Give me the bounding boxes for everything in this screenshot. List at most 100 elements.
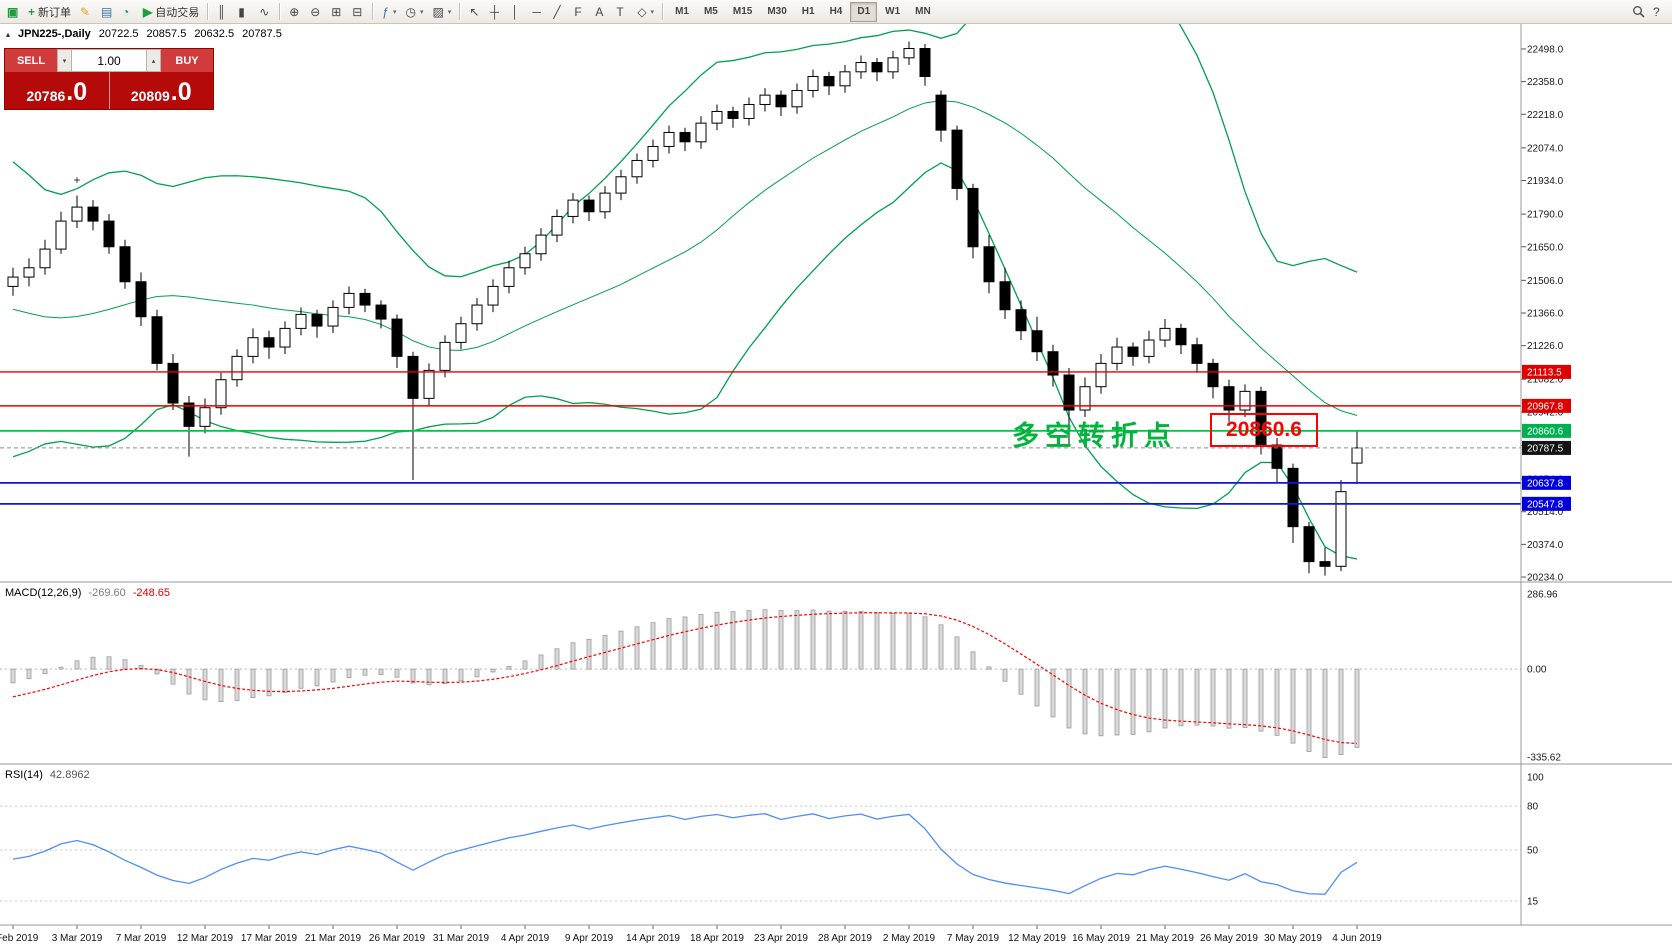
trendline-button[interactable]: ╱: [549, 2, 569, 22]
price-ann-box[interactable]: 20860.6: [1210, 413, 1318, 447]
time-axis-label: 6 Feb 2019: [0, 933, 39, 944]
toolbar-separator: [372, 3, 375, 20]
timeframe-m5-button[interactable]: M5: [697, 2, 725, 22]
candle-body: [1239, 390, 1251, 411]
candle-body: [935, 94, 947, 131]
buy-price[interactable]: 20809.0: [108, 72, 214, 109]
timeframe-m15-button[interactable]: M15: [726, 2, 759, 22]
collapse-icon[interactable]: ▴: [6, 29, 11, 39]
macd-histogram-bar: [106, 656, 112, 670]
time-axis-label: 12 May 2019: [1008, 933, 1066, 944]
price-axis[interactable]: 22498.0 22358.0 22218.0 22074.0 21934.0 21790…: [1521, 44, 1571, 908]
buy-button[interactable]: BUY: [161, 49, 213, 72]
candle-body: [999, 281, 1011, 311]
candle-body: [647, 145, 659, 161]
timeframe-m30-button[interactable]: M30: [760, 2, 793, 22]
help-button[interactable]: ?: [1649, 2, 1669, 22]
timeframe-mn-button[interactable]: MN: [908, 2, 938, 22]
zoom-in-button[interactable]: ⊕: [285, 2, 305, 22]
shapes-icon: ◇: [637, 4, 647, 19]
macd-histogram-bar: [1098, 668, 1104, 737]
main-price-pane: +: [0, 0, 1521, 576]
macd-histogram-bar: [330, 668, 336, 683]
cursor-button[interactable]: ↖: [465, 2, 485, 22]
macd-histogram-bar: [474, 668, 480, 678]
macd-histogram-bar: [490, 668, 496, 673]
search-button[interactable]: [1628, 2, 1649, 22]
time-axis[interactable]: 6 Feb 2019 3 Mar 2019 7 Mar 2019 12 Mar 201…: [0, 925, 1382, 944]
symbol-name: JPN225-,Daily: [18, 28, 91, 40]
price-badge-bg: [1522, 364, 1571, 379]
one-click-trading-panel: SELL ▾ ▴ BUY 20786.0 20809.0: [4, 48, 214, 110]
macd-axis-label: 0.00: [1527, 665, 1547, 676]
chart-window-button[interactable]: ▣: [3, 2, 23, 22]
zoom-in-icon: ⊕: [289, 4, 300, 19]
macd-histogram-bar: [842, 610, 848, 670]
candle-body: [135, 281, 147, 318]
candle-body: [1047, 351, 1059, 376]
volume-input[interactable]: [72, 49, 146, 72]
price-tick-label: 21506.0: [1527, 276, 1564, 287]
volume-up-button[interactable]: ▴: [146, 49, 161, 72]
bollinger-upper-band: [12, 0, 1358, 278]
tile-windows-button[interactable]: ⊞: [327, 2, 347, 22]
sell-button[interactable]: SELL: [5, 49, 57, 72]
timeframe-d1-button[interactable]: D1: [850, 1, 878, 22]
candle-body: [1175, 327, 1187, 346]
timeframe-h1-button[interactable]: H1: [795, 2, 822, 22]
macd-histogram-bar: [778, 610, 784, 670]
candle-body: [679, 131, 691, 143]
macd-histogram-bar: [1178, 668, 1184, 727]
sell-price[interactable]: 20786.0: [5, 72, 109, 109]
chart-text-annotation[interactable]: 多空转折点: [1012, 421, 1177, 451]
price-tick-label: 21366.0: [1527, 308, 1564, 319]
candle-body: [727, 110, 739, 119]
vertical-line-button[interactable]: │: [507, 2, 527, 22]
candle-body: [535, 234, 547, 255]
candle-body: [71, 206, 83, 222]
metaeditor-button[interactable]: ✎: [76, 2, 96, 22]
horizontal-line-button[interactable]: ─: [528, 2, 548, 22]
crosshair-button[interactable]: ┼: [486, 2, 506, 22]
cascade-windows-button[interactable]: ⊟: [348, 2, 368, 22]
macd-histogram-bar: [1290, 668, 1296, 744]
periods-button[interactable]: ◷ ▾: [401, 2, 427, 22]
market-watch-button[interactable]: ▤: [97, 2, 117, 22]
macd-histogram-bar: [458, 668, 464, 682]
toolbar-separator: [459, 3, 462, 20]
zoom-out-button[interactable]: ⊖: [306, 2, 326, 22]
shapes-button[interactable]: ◇ ▾: [633, 2, 658, 22]
macd-histogram-bar: [266, 668, 272, 697]
rsi-axis-label: 15: [1527, 897, 1539, 908]
price-tick-label: 22498.0: [1527, 44, 1564, 55]
macd-histogram-bar: [1146, 668, 1152, 733]
new-order-button[interactable]: + 新订单: [24, 2, 75, 22]
line-chart-button[interactable]: ∿: [255, 2, 275, 22]
templates-button[interactable]: ▨ ▾: [428, 2, 455, 22]
macd-signal-value: -248.65: [132, 587, 171, 599]
macd-histogram-bar: [874, 612, 880, 670]
bar-chart-button[interactable]: ║: [213, 2, 233, 22]
candle-body: [327, 306, 339, 327]
candle-body: [711, 110, 723, 124]
fibonacci-button[interactable]: F: [570, 2, 590, 22]
timeframe-w1-button[interactable]: W1: [878, 2, 907, 22]
timeframe-h4-button[interactable]: H4: [823, 2, 850, 22]
volume-down-button[interactable]: ▾: [57, 49, 72, 72]
label-tool-button[interactable]: T: [612, 2, 632, 22]
macd-histogram-bar: [1194, 668, 1200, 726]
macd-histogram-bar: [410, 668, 416, 684]
text-tool-button[interactable]: A: [591, 2, 611, 22]
candle-body: [1015, 309, 1027, 332]
open-value: 20722.5: [98, 28, 139, 40]
autotrading-button[interactable]: ▶ 自动交易: [139, 2, 203, 22]
candlestick-chart-button[interactable]: ▮: [234, 2, 254, 22]
indicators-button[interactable]: ƒ ▾: [378, 2, 400, 22]
macd-histogram-bar: [890, 612, 896, 670]
timeframe-m1-button[interactable]: M1: [668, 2, 696, 22]
price-badge-bg: [1522, 440, 1571, 455]
strategy-tester-button[interactable]: ◔: [118, 2, 138, 22]
candle-body: [631, 159, 643, 178]
chart-marker[interactable]: +: [73, 173, 80, 187]
